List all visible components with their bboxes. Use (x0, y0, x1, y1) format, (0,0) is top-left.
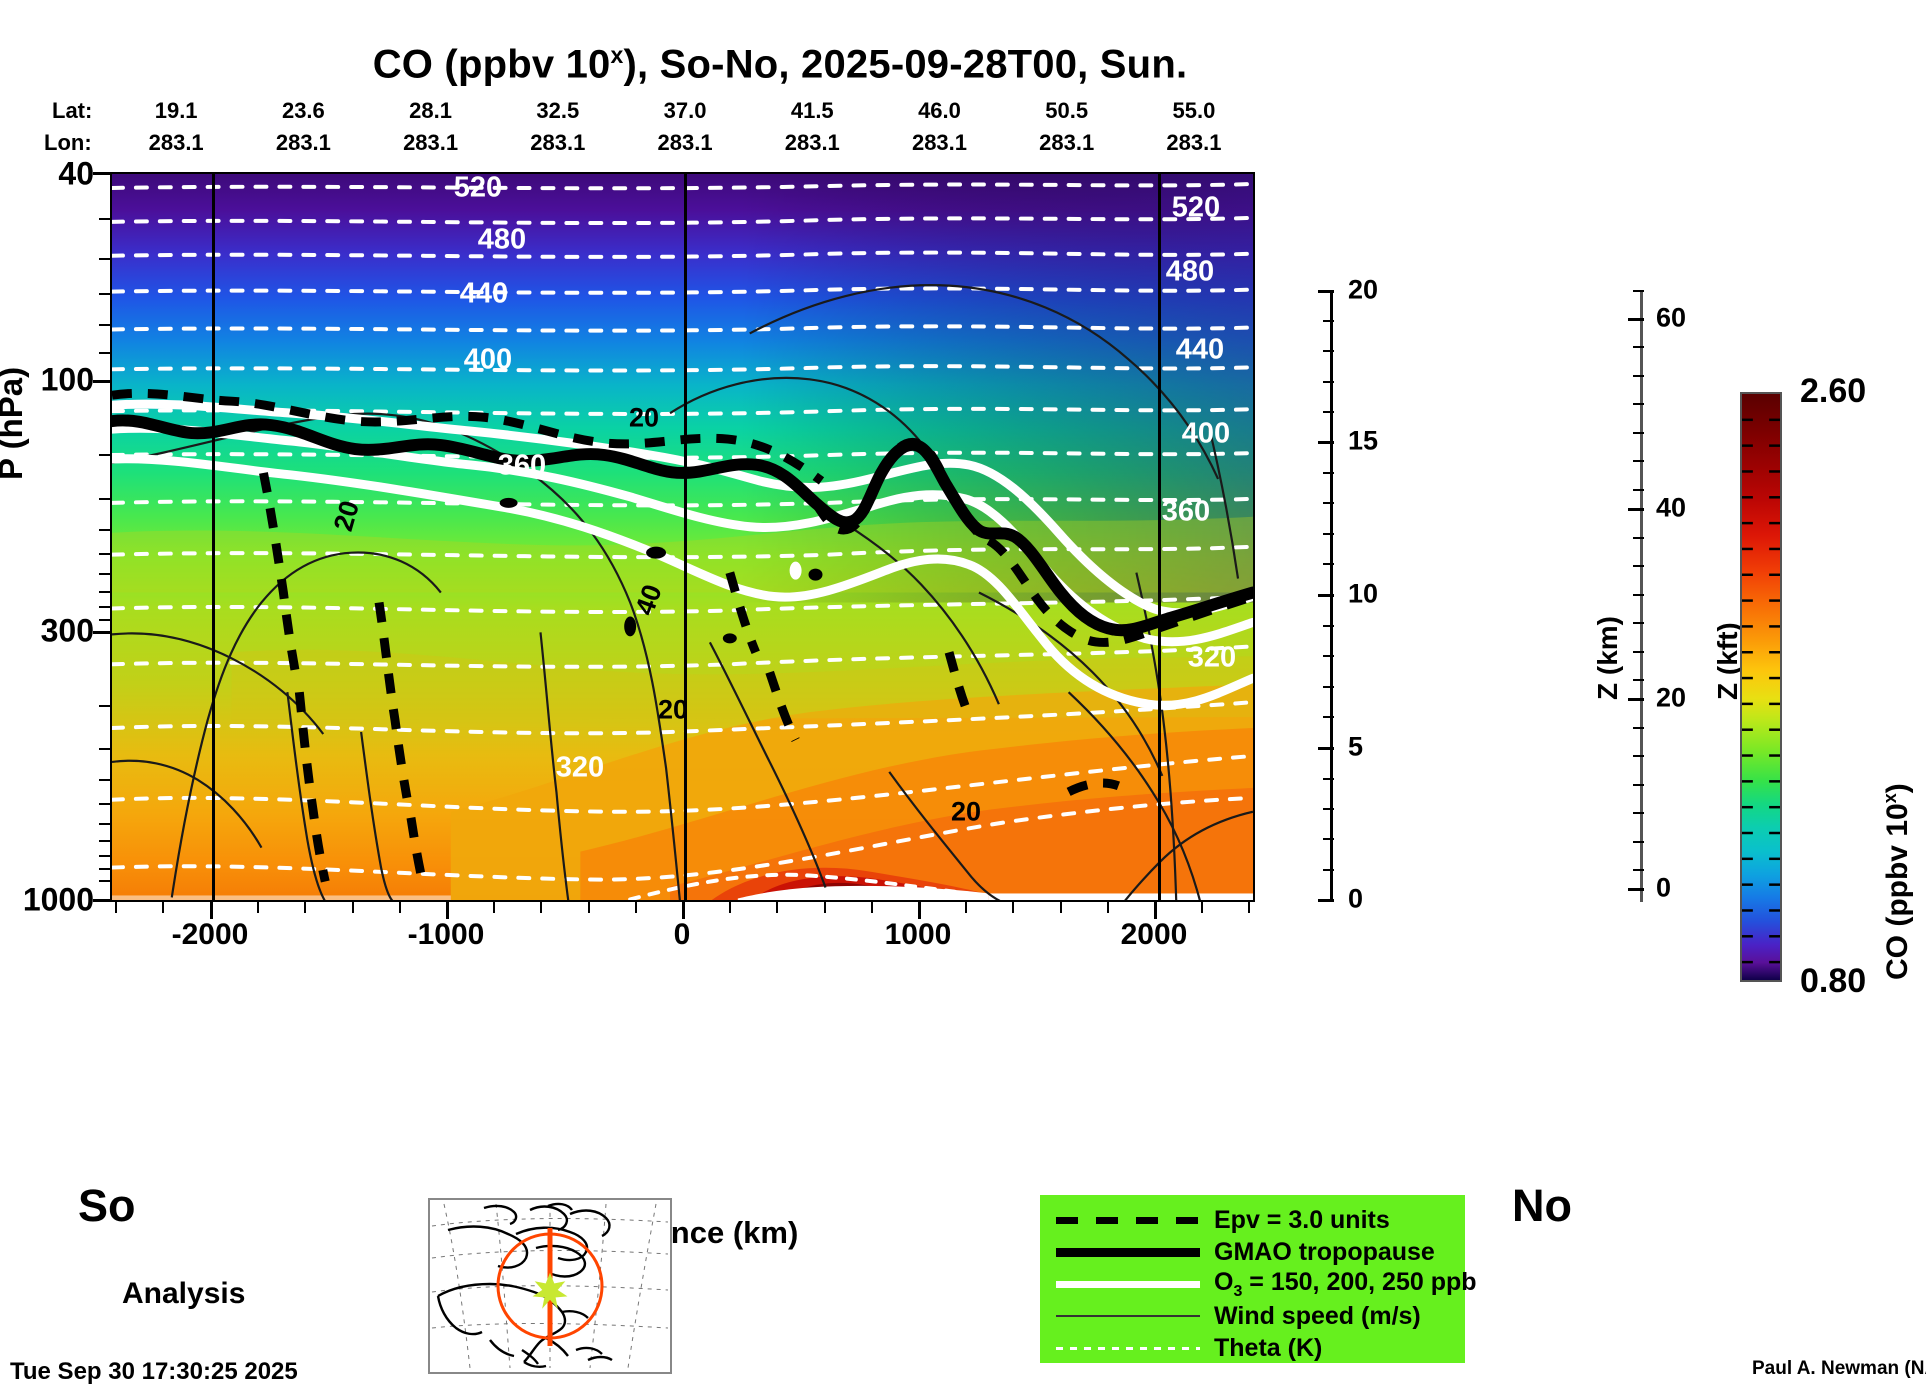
z-km-axis-title: Z (km) (1592, 616, 1623, 700)
legend-label-wind: Wind speed (m/s) (1214, 1301, 1421, 1330)
pressure-axis: 40 100 300 1000 (0, 156, 110, 918)
z-kft-tick-label-20: 20 (1656, 682, 1687, 713)
section-divider-line (212, 174, 215, 900)
z-km-labels: 20 15 10 5 0 (1348, 275, 1448, 914)
section-divider-line (1158, 174, 1161, 900)
lat-value-0: 19.1 (154, 98, 198, 123)
lat-value-5: 41.5 (790, 98, 834, 123)
x-tick-label--1000: -1000 (407, 918, 485, 951)
legend-label-tropopause: GMAO tropopause (1214, 1237, 1435, 1266)
z-kft-labels: 60 40 20 0 (1656, 290, 1756, 903)
title-text-after: ), So-No, 2025-09-28T00, Sun. (623, 42, 1188, 87)
legend-swatch-thin-black (1054, 1300, 1202, 1332)
lon-header-row: Lon: 283.1 283.1 283.1 283.1 283.1 283.1 283.1… (0, 130, 1300, 160)
epv-contour (112, 388, 1253, 885)
legend-label-ozone: O3 = 150, 200, 250 ppb (1214, 1267, 1477, 1300)
lon-value-8: 283.1 (1166, 130, 1222, 155)
title-text-before: CO (ppbv 10 (372, 42, 611, 87)
legend-box[interactable]: Epv = 3.0 units GMAO tropopause O3 = 150… (1040, 1195, 1477, 1364)
cross-section-plot[interactable] (110, 172, 1255, 902)
x-tick-label-1000: 1000 (884, 918, 952, 951)
lat-value-4: 37.0 (663, 98, 707, 123)
lon-value-6: 283.1 (911, 130, 968, 155)
lon-value-3: 283.1 (530, 130, 586, 155)
lat-value-6: 46.0 (918, 98, 961, 123)
y-tick-label-1000: 1000 (22, 881, 94, 918)
colorbar[interactable] (1740, 392, 1782, 982)
analysis-label: Analysis (122, 1277, 246, 1310)
lat-value-7: 50.5 (1045, 98, 1089, 123)
pressure-tick-group (93, 172, 111, 902)
legend-swatch-dashed-black (1054, 1204, 1202, 1236)
y-tick-label-100: 100 (40, 361, 94, 398)
x-tick-label-0: 0 (673, 918, 691, 951)
colorbar-title-before: CO (ppbv 10 (1881, 803, 1914, 980)
z-kft-tick-label-60: 60 (1656, 302, 1687, 333)
lon-label: Lon: (44, 130, 92, 155)
lat-value-8: 55.0 (1172, 98, 1216, 123)
legend-item-theta[interactable]: Theta (K) (1040, 1332, 1465, 1364)
lon-value-7: 283.1 (1039, 130, 1095, 155)
distance-tick-group (110, 172, 1255, 919)
y-tick-label-40: 40 (58, 155, 94, 192)
legend-item-tropopause[interactable]: GMAO tropopause (1040, 1236, 1465, 1268)
lon-value-2: 283.1 (403, 130, 459, 155)
z-kft-tick-label-40: 40 (1656, 492, 1687, 523)
lat-value-1: 23.6 (281, 98, 325, 123)
y-axis-title: P (hPa) (0, 366, 29, 480)
y-tick-label-300: 300 (40, 612, 94, 649)
lon-value-4: 283.1 (657, 130, 713, 155)
z-kft-axis-spine (1640, 290, 1643, 902)
legend-swatch-dotted-white (1054, 1332, 1202, 1364)
z-km-tick-group (1318, 290, 1334, 902)
section-divider-line (684, 174, 687, 900)
legend-label-theta: Theta (K) (1214, 1333, 1323, 1362)
legend-swatch-thick-black (1054, 1236, 1202, 1268)
inset-center-star (532, 1272, 568, 1309)
z-km-tick-label-20: 20 (1348, 274, 1379, 305)
page-title: CO (ppbv 10x), So-No, 2025-09-28T00, Sun… (0, 42, 1560, 87)
gmao-tropopause-line (112, 414, 1253, 637)
colorbar-title-after: ) (1881, 783, 1914, 794)
author-credit: Paul A. Newman (NASA (1752, 1358, 1926, 1379)
south-endpoint-label: So (78, 1180, 136, 1231)
x-tick-label-2000: 2000 (1120, 918, 1188, 951)
legend-item-ozone[interactable]: O3 = 150, 200, 250 ppb (1040, 1268, 1477, 1300)
legend-label-epv: Epv = 3.0 units (1214, 1205, 1390, 1234)
colorbar-title-sup: x (1880, 793, 1900, 804)
colorbar-min-label: 0.80 (1800, 962, 1867, 1000)
location-inset-map[interactable] (428, 1198, 672, 1374)
co-field-contour-fill (112, 174, 1253, 900)
colorbar-max-label: 2.60 (1800, 372, 1867, 410)
z-km-tick-label-10: 10 (1348, 578, 1379, 609)
z-km-tick-label-15: 15 (1348, 425, 1379, 456)
lat-label: Lat: (52, 98, 93, 123)
distance-axis-labels: -2000 -1000 0 1000 2000 (0, 918, 1926, 962)
lat-value-2: 28.1 (409, 98, 452, 123)
x-tick-label--2000: -2000 (171, 918, 249, 951)
inset-map-graphic (430, 1200, 670, 1372)
z-kft-tick-group (1628, 290, 1644, 902)
z-km-tick-label-0: 0 (1348, 883, 1364, 914)
lon-value-0: 283.1 (148, 130, 204, 155)
z-km-tick-label-5: 5 (1348, 731, 1364, 762)
legend-swatch-thick-white (1054, 1268, 1202, 1300)
lon-value-5: 283.1 (784, 130, 840, 155)
legend-item-wind[interactable]: Wind speed (m/s) (1040, 1300, 1465, 1332)
z-kft-tick-label-0: 0 (1656, 872, 1672, 903)
lon-value-1: 283.1 (275, 130, 331, 155)
title-superscript: x (610, 42, 624, 68)
lat-header-row: Lat: 19.1 23.6 28.1 32.5 37.0 41.5 46.0 50.5 55.… (0, 98, 1300, 128)
lat-value-3: 32.5 (536, 98, 580, 123)
generation-timestamp: Tue Sep 30 17:30:25 2025 (10, 1358, 298, 1385)
legend-item-epv[interactable]: Epv = 3.0 units (1040, 1204, 1465, 1236)
colorbar-gradient (1742, 394, 1780, 980)
north-endpoint-label: No (1512, 1180, 1572, 1231)
colorbar-title: CO (ppbv 10x) (1880, 783, 1915, 980)
